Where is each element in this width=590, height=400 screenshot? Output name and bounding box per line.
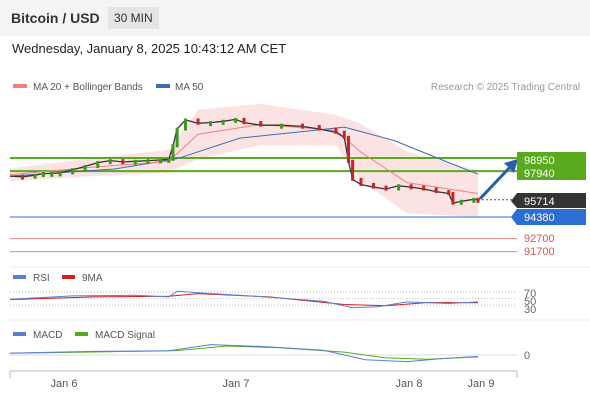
last-price-label: 95714 [524, 196, 555, 208]
s1-label-box [511, 209, 586, 225]
macd-signal-line [9, 345, 479, 360]
ma50-line [9, 126, 479, 177]
price-candle [351, 159, 355, 181]
rsi-legend-swatch [13, 275, 26, 279]
r2-label-box [517, 165, 586, 180]
price-candle [196, 118, 200, 125]
ma20-legend-label: MA 20 + Bollinger Bands [33, 82, 143, 93]
price-candle [259, 121, 263, 127]
price-candle [21, 174, 25, 180]
price-candle [83, 164, 87, 172]
forecast-arrow-shaft [478, 163, 514, 200]
s1-label: 94380 [524, 212, 555, 224]
x-tick-jan7: Jan 7 [223, 378, 250, 390]
price-candle [342, 130, 346, 139]
price-candle [133, 159, 137, 165]
ma20-legend-swatch [13, 84, 27, 88]
macd-line [9, 344, 479, 363]
price-candle [96, 161, 100, 168]
price-candle [384, 185, 388, 191]
price-candle [301, 123, 304, 129]
rsi-ma-legend-swatch [62, 275, 75, 279]
price-candle [209, 121, 213, 127]
price-candle [372, 182, 376, 189]
price-candle [58, 171, 62, 177]
rsi-ma-legend-label: 9MA [82, 273, 103, 284]
main-plot-area [9, 103, 518, 253]
price-candle [317, 124, 321, 131]
x-tick-jan8: Jan 8 [396, 378, 423, 390]
r1-label: 98950 [524, 155, 555, 167]
price-candle [50, 171, 54, 177]
price-candle [184, 118, 187, 131]
x-tick-jan9: Jan 9 [468, 378, 495, 390]
price-candle [234, 117, 238, 123]
rsi-tick-30: 30 [524, 304, 536, 316]
r1-label-box [517, 152, 586, 167]
price-candle [33, 173, 37, 179]
datetime-label: Wednesday, January 8, 2025 10:43:12 AM C… [12, 41, 287, 56]
price-candle [334, 127, 338, 134]
price-candle [71, 168, 75, 175]
price-candle [459, 199, 463, 205]
price-candle [171, 144, 175, 161]
macd-legend-label: MACD [33, 330, 62, 341]
macd-plot-area [9, 344, 517, 363]
rsi-legend-label: RSI [33, 273, 50, 284]
rsi-tick-50: 50 [524, 296, 536, 308]
macd-signal-legend-swatch [75, 332, 88, 336]
price-candle [409, 184, 413, 190]
price-candle [280, 123, 284, 129]
chart-title: Bitcoin / USD [11, 10, 100, 26]
macd-tick-0: 0 [524, 350, 530, 362]
rsi-tick-70: 70 [524, 288, 536, 300]
r2-label: 97940 [524, 168, 555, 180]
s3-label: 91700 [524, 246, 555, 258]
price-candle [397, 184, 401, 191]
last-price-label-box [511, 193, 586, 208]
forecast-arrow-head [504, 159, 518, 173]
price-candle [359, 177, 363, 186]
price-candle [121, 159, 125, 165]
macd-signal-legend-label: MACD Signal [95, 330, 155, 341]
price-candle [451, 192, 455, 205]
price-candle [167, 157, 171, 163]
price-candle [346, 135, 350, 163]
ma50-legend-swatch [156, 84, 170, 88]
rsi-line [9, 290, 479, 309]
price-candle [242, 117, 246, 125]
price-candle [146, 159, 150, 165]
price-candle [422, 185, 426, 191]
ma50-legend-label: MA 50 [175, 82, 204, 93]
price-candle [472, 197, 476, 203]
price-candle [434, 187, 438, 194]
rsi-plot-area [9, 290, 517, 309]
price-candle [447, 190, 451, 196]
timeframe-badge[interactable]: 30 MIN [108, 7, 159, 29]
price-candle [158, 158, 162, 164]
macd-legend-swatch [13, 332, 26, 336]
price-candle [175, 127, 179, 148]
credit-label: Research © 2025 Trading Central [431, 82, 580, 93]
price-candle [476, 197, 480, 203]
x-tick-jan6: Jan 6 [51, 378, 78, 390]
price-candle [221, 119, 225, 125]
price-candle [41, 172, 45, 178]
chart-header: Bitcoin / USD 30 MIN [0, 0, 590, 36]
price-candle [108, 159, 112, 165]
s2-label: 92700 [524, 233, 555, 245]
